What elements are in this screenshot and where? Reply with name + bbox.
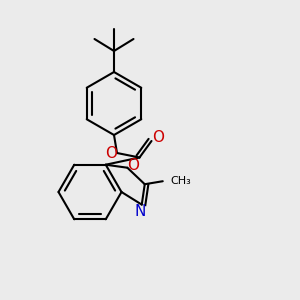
Text: N: N — [135, 204, 146, 219]
Text: O: O — [106, 146, 118, 160]
Text: CH₃: CH₃ — [170, 176, 191, 186]
Text: O: O — [127, 158, 139, 173]
Text: O: O — [152, 130, 164, 146]
